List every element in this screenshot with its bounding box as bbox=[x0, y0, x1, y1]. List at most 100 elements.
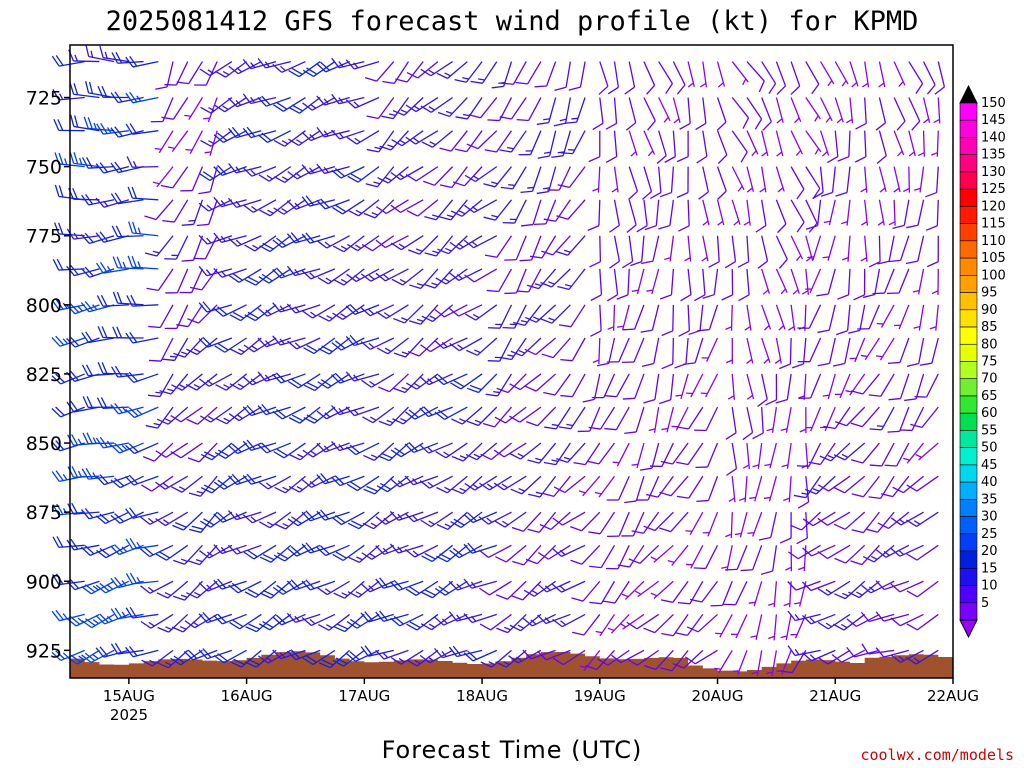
wind-barb bbox=[817, 337, 836, 367]
barb-feather bbox=[232, 619, 244, 628]
barb-feather bbox=[272, 239, 283, 249]
barb-shaft bbox=[799, 581, 807, 607]
barb-feather bbox=[499, 149, 512, 153]
wind-barb bbox=[404, 406, 439, 420]
y-tick-label: 825 bbox=[26, 364, 62, 386]
barb-feather bbox=[52, 536, 60, 548]
wind-barb bbox=[913, 304, 925, 331]
wind-barb bbox=[214, 337, 247, 353]
barb-half-feather bbox=[823, 220, 831, 224]
barb-feather bbox=[464, 482, 476, 491]
barb-half-feather bbox=[294, 306, 300, 313]
barb-feather bbox=[331, 342, 342, 351]
barb-feather bbox=[55, 55, 64, 66]
wind-barb bbox=[272, 60, 306, 73]
barb-feather bbox=[273, 207, 285, 215]
barb-shaft bbox=[76, 649, 100, 665]
wind-barb bbox=[524, 337, 557, 356]
wind-barb bbox=[846, 97, 854, 124]
wind-barb bbox=[124, 474, 159, 486]
wind-barb bbox=[301, 195, 336, 207]
barb-feather bbox=[331, 93, 340, 105]
barb-feather bbox=[434, 339, 444, 349]
wind-barb bbox=[404, 475, 439, 486]
barb-shaft bbox=[567, 199, 586, 220]
wind-barb bbox=[243, 199, 277, 213]
wind-barb bbox=[420, 96, 454, 113]
barb-feather bbox=[96, 397, 104, 409]
barb-shaft bbox=[343, 235, 365, 253]
barb-feather bbox=[217, 653, 228, 662]
barb-feather bbox=[905, 656, 917, 665]
barb-half-feather bbox=[106, 440, 112, 447]
barb-feather bbox=[69, 616, 81, 625]
colorbar-label: 80 bbox=[981, 337, 998, 352]
barb-shaft bbox=[413, 442, 439, 454]
barb-half-feather bbox=[355, 209, 363, 214]
barb-shaft bbox=[731, 373, 735, 400]
barb-shaft bbox=[400, 235, 424, 251]
barb-shaft bbox=[511, 337, 527, 360]
wind-barb bbox=[797, 304, 822, 329]
barb-feather bbox=[361, 379, 372, 388]
barb-half-feather bbox=[266, 521, 274, 526]
wind-barb bbox=[785, 545, 793, 572]
wind-barb bbox=[626, 199, 637, 234]
barb-shaft bbox=[399, 613, 424, 627]
wind-barb bbox=[110, 511, 144, 524]
barb-feather bbox=[286, 200, 297, 210]
barb-shaft bbox=[551, 268, 571, 288]
barb-feather bbox=[55, 470, 64, 481]
wind-barb bbox=[679, 97, 691, 130]
wind-barb bbox=[726, 442, 738, 476]
wind-barb bbox=[301, 579, 336, 591]
barb-shaft bbox=[102, 406, 129, 410]
barb-shaft bbox=[461, 199, 483, 217]
barb-shaft bbox=[175, 61, 189, 86]
wind-barb bbox=[908, 130, 916, 157]
barb-shaft bbox=[616, 442, 630, 467]
barb-feather bbox=[466, 349, 478, 356]
barb-half-feather bbox=[441, 651, 447, 657]
barb-half-feather bbox=[571, 117, 579, 120]
barb-half-feather bbox=[415, 248, 423, 252]
barb-shaft bbox=[210, 97, 233, 114]
barb-half-feather bbox=[355, 591, 363, 596]
barb-feather bbox=[56, 258, 64, 271]
barb-feather bbox=[334, 372, 345, 383]
wind-barb bbox=[494, 406, 527, 424]
barb-feather bbox=[99, 613, 109, 623]
barb-feather bbox=[70, 264, 79, 276]
wind-barb bbox=[890, 511, 924, 526]
barb-feather bbox=[51, 471, 60, 482]
barb-feather bbox=[423, 283, 436, 289]
wind-barb bbox=[395, 61, 424, 83]
barb-half-feather bbox=[250, 516, 257, 522]
barb-feather bbox=[609, 224, 620, 233]
wind-barb bbox=[125, 55, 159, 68]
wind-barb bbox=[346, 130, 380, 145]
wind-barb bbox=[617, 304, 630, 331]
barb-shaft bbox=[893, 97, 906, 122]
barb-shaft bbox=[919, 166, 925, 193]
barb-shaft bbox=[240, 373, 262, 391]
barb-shaft bbox=[864, 199, 869, 226]
barb-feather bbox=[485, 393, 498, 397]
wind-barb bbox=[228, 544, 262, 555]
barb-shaft bbox=[489, 580, 512, 596]
wind-barb bbox=[848, 304, 866, 334]
barb-feather bbox=[305, 579, 315, 589]
barb-feather bbox=[420, 344, 431, 353]
wind-barb bbox=[450, 373, 483, 390]
barb-shaft bbox=[790, 235, 804, 260]
barb-half-feather bbox=[471, 241, 478, 247]
barb-half-feather bbox=[265, 482, 272, 488]
barb-shaft bbox=[531, 235, 542, 261]
wind-barb bbox=[807, 235, 822, 261]
barb-feather bbox=[406, 382, 418, 390]
wind-barb bbox=[454, 61, 483, 83]
wind-barb bbox=[558, 304, 586, 328]
barb-feather bbox=[408, 409, 419, 418]
barb-feather bbox=[628, 558, 641, 564]
wind-barb bbox=[302, 304, 336, 319]
